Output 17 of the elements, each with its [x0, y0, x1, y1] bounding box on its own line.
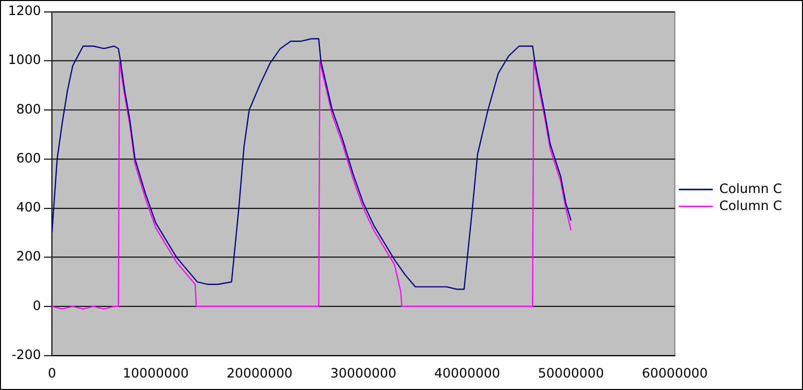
y-tick-label: 800	[16, 102, 41, 118]
y-tick-label: 200	[16, 250, 41, 265]
x-tick-label: 20000000	[226, 366, 293, 382]
x-tick-label: 0	[48, 366, 56, 382]
y-tick-label: 400	[16, 200, 41, 216]
x-tick-label: 50000000	[538, 366, 604, 382]
y-tick-label: 1200	[8, 4, 41, 20]
legend-label: Column C	[719, 198, 782, 214]
x-tick-label: 10000000	[122, 366, 189, 382]
legend-label: Column C	[719, 182, 782, 197]
y-tick-label: 1000	[8, 53, 41, 68]
x-tick-label: 30000000	[330, 366, 396, 382]
x-tick-label: 40000000	[434, 366, 500, 382]
y-tick-label: 600	[16, 151, 41, 166]
y-tick-label: 0	[32, 298, 41, 314]
x-tick-label: 60000000	[642, 366, 708, 382]
y-tick-label: -200	[12, 348, 41, 363]
